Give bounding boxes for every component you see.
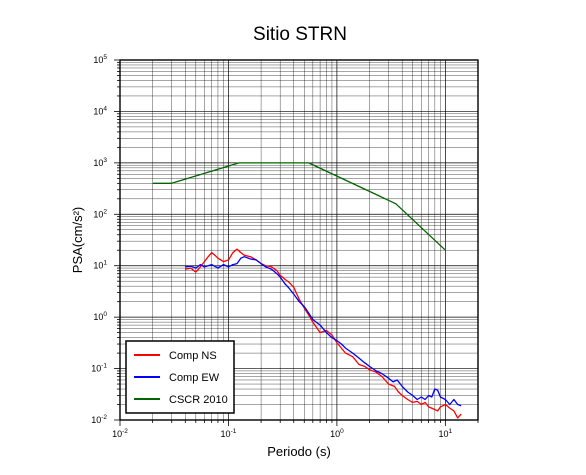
axis-ticks: 10-2 10-1 100 101 10-2 10-1 100 101 102 103 104 105 (91, 54, 479, 439)
plot-frame (119, 59, 479, 421)
x-tick-label: 101 (439, 428, 453, 439)
series-layer (152, 162, 462, 419)
series-line-comp-ew (185, 256, 462, 407)
series-line-comp-ns (185, 248, 462, 419)
series-line-cscr-2010 (152, 162, 446, 251)
y-tick-label: 10-2 (91, 414, 107, 425)
chart-title: Sitio STRN (253, 24, 347, 45)
y-tick-label: 103 (93, 157, 107, 168)
y-tick-label: 102 (93, 208, 107, 219)
y-tick-label: 100 (93, 311, 107, 322)
legend: Comp NS Comp EW CSCR 2010 (125, 340, 235, 414)
y-tick-label: 10-1 (91, 363, 107, 374)
legend-label: Comp EW (169, 372, 220, 384)
y-tick-label: 104 (93, 105, 107, 116)
x-axis-label: Periodo (s) (267, 444, 331, 459)
x-tick-label: 100 (330, 428, 344, 439)
x-tick-label: 10-2 (112, 428, 128, 439)
y-axis-label: PSA(cm/s²) (70, 207, 85, 273)
y-tick-label: 105 (93, 54, 107, 65)
y-tick-label: 101 (93, 260, 107, 271)
x-tick-label: 10-1 (221, 428, 237, 439)
legend-label: Comp NS (169, 350, 217, 362)
legend-label: CSCR 2010 (169, 394, 228, 406)
